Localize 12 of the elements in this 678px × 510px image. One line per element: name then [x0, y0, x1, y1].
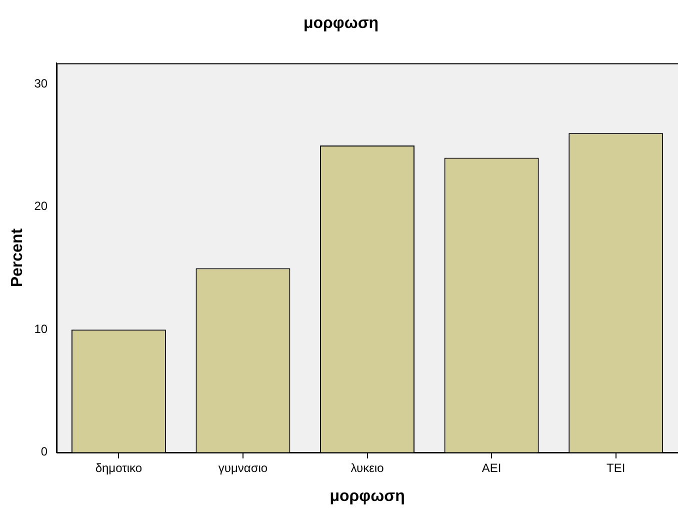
y-tick-label: 0 [40, 444, 48, 459]
x-tick-label: ΤΕΙ [606, 460, 626, 475]
y-axis-title: Percent [9, 228, 26, 288]
x-axis-title: μορφωση [330, 488, 405, 505]
x-tick-label: γυμνασιο [218, 460, 268, 475]
x-tick-label: δημοτικο [95, 460, 142, 475]
y-tick-label: 20 [34, 199, 48, 214]
chart-title: μορφωση [303, 15, 379, 32]
y-tick-label: 10 [34, 322, 48, 336]
y-tick-label: 30 [34, 76, 48, 90]
x-tick-label: ΑΕΙ [482, 460, 502, 475]
x-tick-label: λυκειο [350, 460, 384, 475]
